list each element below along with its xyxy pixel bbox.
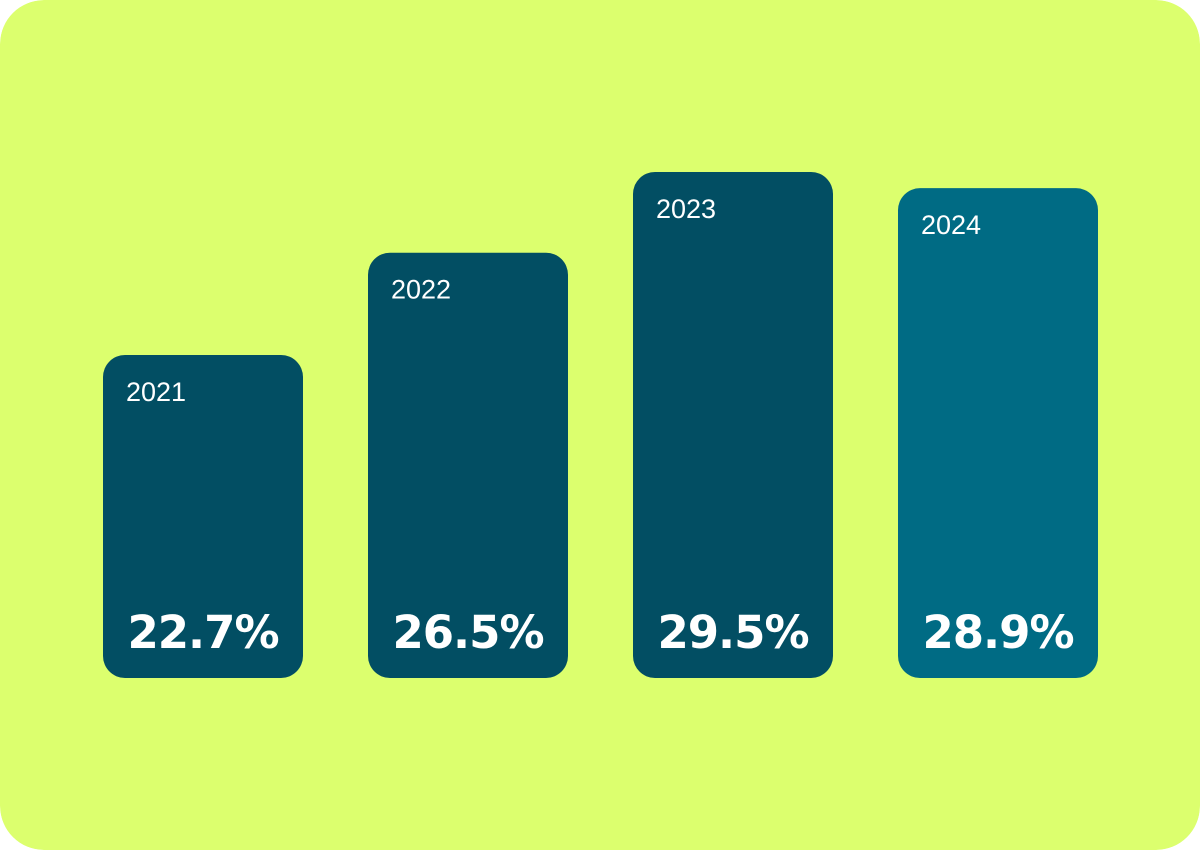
bar-value-label-2023: 29.5% (657, 606, 808, 659)
bar-2023 (633, 172, 833, 678)
bar-value-label-2021: 22.7% (127, 606, 278, 659)
bar-value-label-2024: 28.9% (922, 606, 1073, 659)
bar-year-label-2023: 2023 (656, 194, 716, 224)
bar-2022 (368, 252, 568, 678)
bar-value-label-2022: 26.5% (392, 606, 543, 659)
bar-2024 (898, 188, 1098, 678)
bar-year-label-2024: 2024 (921, 210, 981, 240)
bar-year-label-2021: 2021 (126, 377, 186, 407)
bars-group: 2021 22.7% 2022 26.5% 2023 29.5% 2024 28.9% (103, 172, 1098, 678)
bar-year-label-2022: 2022 (391, 275, 451, 305)
bar-2021 (103, 355, 303, 678)
